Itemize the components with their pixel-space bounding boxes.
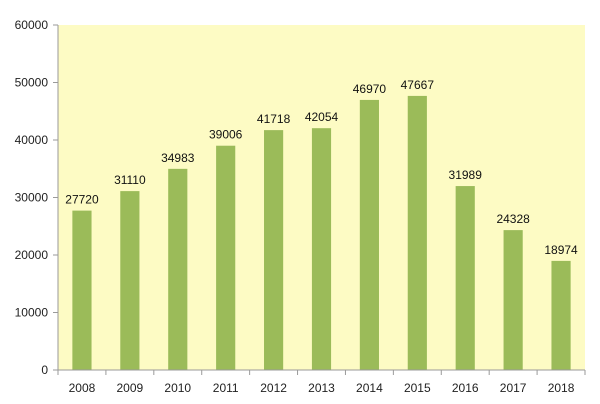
x-axis: 2008 2009 2010 2011 2012 2013 2014 2015 2016 2017… — [57, 369, 586, 395]
data-label-2009: 31110 — [114, 173, 146, 187]
y-tick-label: 40000 — [15, 133, 49, 147]
y-tick-label: 10000 — [15, 306, 49, 320]
bar-2008 — [72, 210, 92, 370]
bar-2011 — [216, 145, 236, 370]
bar-2016 — [455, 186, 475, 370]
x-tick-label-2011: 2011 — [213, 381, 239, 395]
x-tick-label-2009: 2009 — [117, 381, 144, 395]
data-label-2015: 47667 — [401, 78, 435, 92]
bar-2013 — [311, 128, 332, 370]
x-tick-label-2014: 2014 — [356, 381, 383, 395]
x-tick-label-2018: 2018 — [548, 381, 575, 395]
y-tick-label: 30000 — [15, 191, 49, 205]
bar-2014 — [359, 99, 379, 371]
x-tick-label-2010: 2010 — [164, 381, 191, 395]
bar-2015 — [407, 95, 427, 371]
x-tick-label-2008: 2008 — [69, 381, 96, 395]
y-axis: 0 10000 20000 30000 40000 50000 60000 — [15, 18, 59, 377]
x-tick-label-2015: 2015 — [404, 381, 431, 395]
bar-2017 — [503, 230, 523, 370]
data-label-2010: 34983 — [161, 151, 195, 165]
data-label-2008: 27720 — [65, 193, 99, 207]
data-label-2016: 31989 — [449, 168, 483, 182]
data-label-2013: 42054 — [305, 110, 339, 124]
bars — [72, 95, 571, 371]
data-label-2011: 39006 — [209, 128, 243, 142]
data-labels: 27720 31110 34983 39006 41718 42054 46970 47667… — [65, 78, 578, 257]
bar-2018 — [551, 260, 571, 370]
bar-2012 — [264, 130, 284, 370]
x-tick-label-2013: 2013 — [308, 381, 335, 395]
data-label-2014: 46970 — [353, 82, 387, 96]
y-tick-label: 50000 — [15, 76, 49, 90]
y-tick-label: 20000 — [15, 248, 49, 262]
data-label-2018: 18974 — [544, 243, 578, 257]
y-tick-label: 0 — [41, 363, 48, 377]
data-label-2017: 24328 — [496, 212, 530, 226]
x-tick-label-2017: 2017 — [500, 381, 527, 395]
bar-2009 — [120, 191, 140, 370]
bar-2010 — [168, 168, 188, 370]
x-tick-label-2016: 2016 — [452, 381, 479, 395]
y-tick-label: 60000 — [15, 18, 49, 32]
x-tick-label-2012: 2012 — [260, 381, 287, 395]
data-label-2012: 41718 — [257, 112, 291, 126]
